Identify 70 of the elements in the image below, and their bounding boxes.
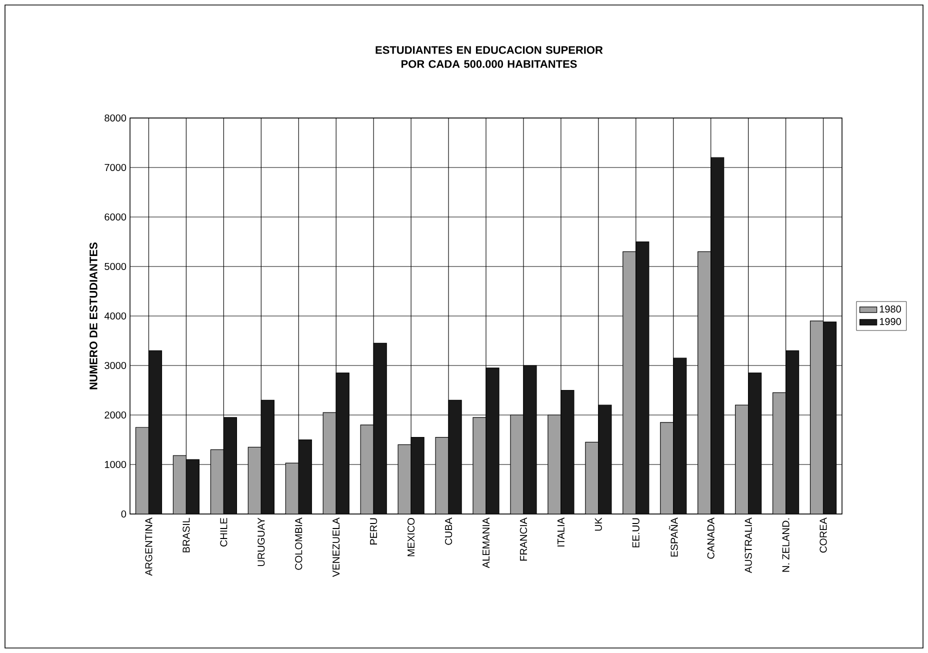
bar xyxy=(210,449,224,514)
bar xyxy=(410,436,424,514)
x-tick-label: EE.UU xyxy=(632,518,640,548)
bar xyxy=(510,414,524,514)
bar xyxy=(472,417,486,514)
x-tick-label: BRASIL xyxy=(182,518,190,552)
bar xyxy=(598,404,612,514)
x-tick-label: CHILE xyxy=(220,518,228,546)
y-tick-label: 5000 xyxy=(104,262,126,270)
bar xyxy=(710,157,724,514)
bar xyxy=(660,422,674,514)
bar xyxy=(748,372,762,514)
bar xyxy=(810,320,824,514)
bar xyxy=(636,241,650,514)
bar xyxy=(448,400,462,514)
x-tick-label: CUBA xyxy=(444,518,452,545)
y-tick-label: 2000 xyxy=(104,411,126,419)
x-tick-label: CANADA xyxy=(707,518,714,559)
x-tick-label: URUGUAY xyxy=(258,518,265,566)
bar xyxy=(698,251,712,514)
bar xyxy=(585,442,599,514)
bar xyxy=(172,455,187,514)
x-tick-label: COREA xyxy=(820,518,827,553)
x-tick-label: ALEMANIA xyxy=(482,518,490,568)
x-tick-label: UK xyxy=(594,518,602,531)
bar xyxy=(298,439,312,514)
chart-title: ESTUDIANTES EN EDUCACION SUPERIOR POR CADA 500.000 HABITANTES xyxy=(376,46,603,68)
bar xyxy=(560,390,574,514)
bar xyxy=(772,392,786,514)
legend-label: 1980 xyxy=(880,306,901,313)
x-tick-label: ESPAÑA xyxy=(668,518,678,557)
bar xyxy=(260,400,274,514)
bar xyxy=(523,365,537,514)
bar xyxy=(148,350,162,514)
y-axis-title: NUMERO DE ESTUDIANTES xyxy=(90,242,98,390)
x-tick-label: N. ZELAND. xyxy=(782,518,790,572)
y-tick-label: 4000 xyxy=(104,312,126,320)
bar xyxy=(548,414,562,514)
bar xyxy=(622,251,636,514)
legend-label: 1990 xyxy=(880,318,901,326)
bar xyxy=(486,368,500,514)
y-tick-label: 0 xyxy=(121,510,126,518)
y-tick-label: 6000 xyxy=(104,213,126,221)
bar xyxy=(822,322,837,514)
bar xyxy=(786,350,800,514)
x-tick-label: FRANCIA xyxy=(520,518,528,561)
bar xyxy=(336,372,350,514)
bar xyxy=(360,424,374,514)
bar xyxy=(223,417,237,514)
y-tick-label: 1000 xyxy=(104,460,126,468)
x-tick-label: ARGENTINA xyxy=(145,518,152,576)
x-tick-label: VENEZUELA xyxy=(332,518,340,577)
bar xyxy=(435,436,449,514)
x-tick-label: ITALIA xyxy=(558,518,564,546)
x-tick-label: COLOMBIA xyxy=(295,518,302,570)
bar xyxy=(248,446,262,514)
bar xyxy=(735,404,749,514)
bar xyxy=(186,459,200,514)
x-tick-label: MEXICO xyxy=(408,518,415,556)
y-tick-label: 7000 xyxy=(104,164,126,172)
y-tick-label: 8000 xyxy=(104,114,126,122)
bar xyxy=(373,342,387,514)
x-tick-label: AUSTRALIA xyxy=(744,518,752,574)
bar xyxy=(673,358,687,514)
bar xyxy=(398,444,412,514)
x-tick-label: PERU xyxy=(370,518,378,544)
bar xyxy=(135,427,150,514)
y-tick-label: 3000 xyxy=(104,362,126,370)
bar xyxy=(285,462,299,514)
bar xyxy=(322,412,336,514)
